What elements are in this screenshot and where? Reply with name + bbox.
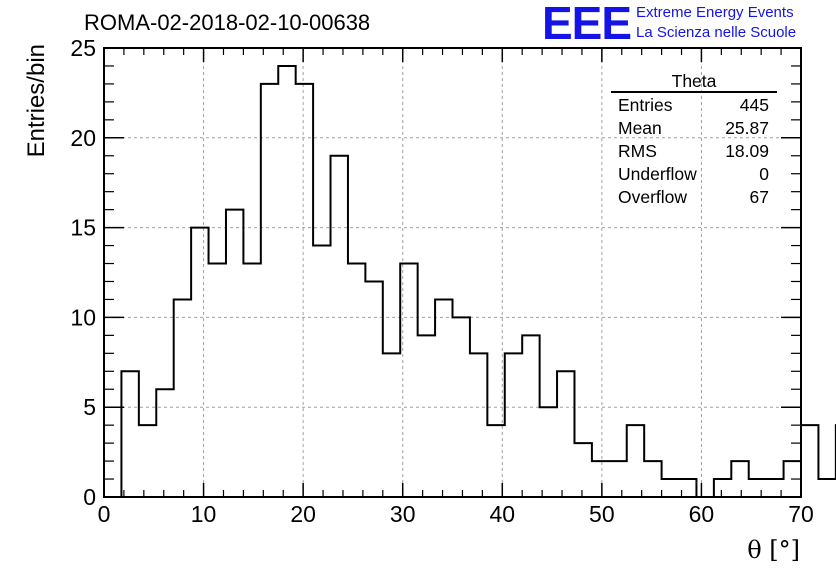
stats-title: Theta <box>671 71 717 91</box>
plot-frame <box>103 47 802 498</box>
y-tick-labels: 0 5 10 15 20 25 <box>70 35 96 510</box>
logo-subtitle-line-1: Extreme Energy Events <box>636 4 794 21</box>
x-tick-label: 10 <box>191 501 217 527</box>
y-tick-label: 10 <box>70 304 96 330</box>
x-tick-label: 30 <box>390 501 416 527</box>
stats-label: Entries <box>618 95 673 115</box>
x-tick-label: 50 <box>589 501 615 527</box>
x-axis-label: θ [°] <box>747 536 800 564</box>
x-tick-label: 0 <box>98 501 111 527</box>
x-tick-label: 60 <box>689 501 715 527</box>
x-tick-label: 70 <box>788 501 814 527</box>
eee-logo-mark: EEE <box>542 0 632 49</box>
x-tick-labels: 0 10 20 30 40 50 60 70 <box>98 501 814 527</box>
stats-label: Overflow <box>618 187 688 207</box>
y-tick-label: 20 <box>70 125 96 151</box>
y-axis-label: Entries/bin <box>23 44 50 157</box>
stats-row-overflow: Overflow 67 <box>611 186 777 209</box>
stats-divider <box>611 91 777 93</box>
stats-value: 445 <box>739 95 769 115</box>
grid-lines <box>104 48 801 497</box>
stats-row-rms: RMS 18.09 <box>611 140 777 163</box>
stats-label: Mean <box>618 118 662 138</box>
logo-subtitle-line-2: La Scienza nelle Scuole <box>636 24 797 41</box>
y-tick-label: 0 <box>83 484 96 510</box>
stats-label: Underflow <box>618 164 697 184</box>
stats-row-mean: Mean 25.87 <box>611 117 777 140</box>
stats-value: 25.87 <box>725 118 769 138</box>
y-tick-label: 5 <box>83 394 96 420</box>
y-tick-label: 15 <box>70 215 96 241</box>
stats-box: Theta Entries 445 Mean 25.87 RMS 18.09 U… <box>611 71 777 209</box>
histogram-line <box>104 64 836 498</box>
stats-label: RMS <box>618 141 657 161</box>
stats-value: 18.09 <box>725 141 769 161</box>
chart-title: ROMA-02-2018-02-10-00638 <box>84 10 371 35</box>
eee-logo: EEE Extreme Energy Events La Scienza nel… <box>542 0 832 49</box>
stats-row-entries: Entries 445 <box>611 94 777 117</box>
stats-value: 0 <box>759 164 769 184</box>
x-tick-label: 20 <box>290 501 316 527</box>
stats-value: 67 <box>749 187 769 207</box>
y-tick-label: 25 <box>70 35 96 61</box>
stats-row-underflow: Underflow 0 <box>611 163 777 186</box>
x-tick-label: 40 <box>489 501 515 527</box>
